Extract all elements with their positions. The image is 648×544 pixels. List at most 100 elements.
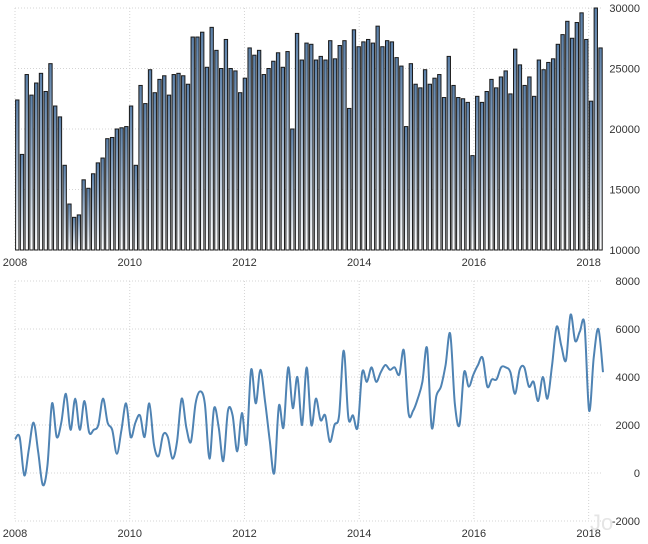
y-tick-label: 30000 xyxy=(609,3,640,15)
bar xyxy=(408,63,414,251)
x-tick-label: 2016 xyxy=(462,257,486,269)
bar xyxy=(503,70,508,251)
bar xyxy=(133,164,138,251)
bar xyxy=(242,77,248,251)
bar xyxy=(513,48,518,251)
bar xyxy=(147,69,153,251)
y-tick-label: 2000 xyxy=(616,420,640,432)
bar xyxy=(484,90,489,251)
bar xyxy=(309,43,314,251)
bar xyxy=(328,40,333,251)
y-tick-label: 6000 xyxy=(616,324,640,336)
bar xyxy=(579,12,584,251)
bar xyxy=(109,136,115,251)
bar xyxy=(588,100,594,251)
y-tick-label: -2000 xyxy=(612,516,640,528)
bar xyxy=(375,25,380,251)
bar xyxy=(200,31,205,251)
bar xyxy=(152,92,157,251)
bar xyxy=(166,94,172,251)
bar xyxy=(247,47,252,251)
bar xyxy=(105,138,110,251)
bar xyxy=(418,87,423,251)
bar xyxy=(57,116,63,251)
bar xyxy=(299,59,304,251)
series-line xyxy=(14,313,604,487)
x-tick-label: 2010 xyxy=(117,528,141,540)
bar xyxy=(204,66,210,251)
bar xyxy=(413,83,418,251)
bar xyxy=(181,75,186,251)
bar xyxy=(81,179,86,251)
bar xyxy=(114,128,120,251)
bar xyxy=(489,78,494,251)
bar xyxy=(214,49,219,251)
bar xyxy=(565,20,570,251)
bar xyxy=(48,63,53,251)
bar xyxy=(15,99,20,251)
bar xyxy=(456,97,461,251)
bar xyxy=(527,76,532,251)
bar xyxy=(62,164,67,251)
y-tick-label: 0 xyxy=(634,468,640,480)
bar xyxy=(437,74,442,251)
bar-chart: 10000 15000 20000 25000 30000 2008 2010 2012 201… xyxy=(3,3,640,269)
bar xyxy=(584,38,589,251)
bar xyxy=(593,7,598,251)
bar xyxy=(128,105,134,251)
x-tick-label: 2014 xyxy=(347,257,371,269)
bar xyxy=(185,83,191,251)
bar xyxy=(195,36,200,251)
bar xyxy=(399,65,404,251)
bar xyxy=(266,68,271,251)
bar xyxy=(361,41,366,251)
bar xyxy=(598,47,603,251)
bar xyxy=(171,74,176,251)
x-tick-label: 2018 xyxy=(576,528,600,540)
bar xyxy=(347,107,352,251)
bar xyxy=(24,74,29,251)
bar xyxy=(560,34,565,251)
line-chart: -2000 0 2000 4000 6000 8000 2008 2010 2012 2014 20… xyxy=(3,276,640,540)
bar xyxy=(233,70,238,251)
bar xyxy=(237,92,243,251)
bar xyxy=(479,101,485,251)
bar xyxy=(342,40,347,251)
y-tick-label: 4000 xyxy=(616,372,640,384)
x-tick-label: 2018 xyxy=(576,257,600,269)
bar xyxy=(162,75,167,251)
bar xyxy=(531,95,537,251)
bar xyxy=(574,22,579,251)
bar xyxy=(318,55,323,251)
bar xyxy=(143,103,148,251)
x-tick-label: 2014 xyxy=(347,528,371,540)
bar xyxy=(280,66,285,251)
bar xyxy=(72,216,77,251)
bar xyxy=(223,38,229,251)
bar xyxy=(432,77,437,251)
bar xyxy=(465,101,470,251)
bar xyxy=(313,59,319,251)
bar xyxy=(90,173,96,251)
bar xyxy=(76,214,82,251)
bar xyxy=(209,26,214,251)
bar xyxy=(380,46,385,251)
bar xyxy=(550,58,556,251)
bar xyxy=(43,90,48,251)
y-tick-label: 10000 xyxy=(609,245,640,257)
bar xyxy=(546,61,551,251)
bar xyxy=(451,84,456,251)
bar xyxy=(470,155,475,251)
bar xyxy=(119,127,124,251)
bar xyxy=(228,68,233,251)
bar xyxy=(351,29,357,251)
x-tick-label: 2016 xyxy=(462,528,486,540)
bar xyxy=(53,105,58,251)
bar xyxy=(422,69,428,251)
bar xyxy=(256,49,262,251)
bar xyxy=(19,153,25,251)
bar xyxy=(285,51,290,251)
bar xyxy=(394,57,399,251)
bar xyxy=(555,43,561,251)
y-tick-label: 15000 xyxy=(609,185,640,197)
